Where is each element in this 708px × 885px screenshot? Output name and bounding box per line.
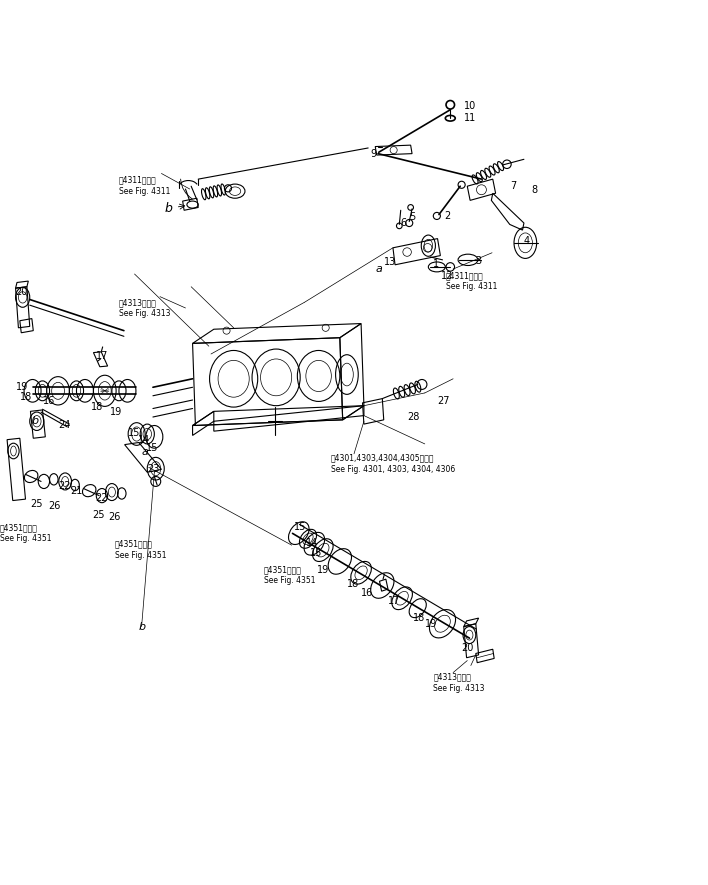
Text: 16: 16	[361, 589, 373, 598]
Text: 18: 18	[91, 402, 103, 412]
Text: 笥4351图参用
See Fig. 4351: 笥4351图参用 See Fig. 4351	[0, 523, 52, 543]
Text: 8: 8	[531, 186, 537, 196]
Text: 20: 20	[16, 288, 28, 297]
Text: 1: 1	[433, 259, 439, 269]
Text: 18: 18	[413, 613, 425, 623]
Text: 28: 28	[407, 412, 419, 422]
Text: 笥4311图参用
See Fig. 4311: 笥4311图参用 See Fig. 4311	[446, 271, 498, 291]
Text: 22: 22	[96, 493, 108, 503]
Text: 15: 15	[294, 522, 306, 533]
Text: 11: 11	[464, 113, 476, 123]
Text: 6: 6	[400, 218, 406, 228]
Text: b: b	[32, 416, 39, 427]
Text: 12: 12	[441, 271, 453, 281]
Text: 22: 22	[58, 481, 71, 491]
Text: 23: 23	[147, 464, 159, 473]
Text: 7: 7	[510, 181, 516, 191]
Text: 17: 17	[96, 351, 108, 361]
Text: a: a	[142, 448, 149, 458]
Text: b: b	[165, 202, 185, 215]
Text: 4: 4	[524, 235, 530, 246]
Text: 9: 9	[370, 150, 377, 159]
Text: 20: 20	[462, 643, 474, 653]
Text: 19: 19	[317, 565, 329, 575]
Text: 16: 16	[42, 396, 55, 406]
Text: 笥4351图参版
See Fig. 4351: 笥4351图参版 See Fig. 4351	[115, 540, 166, 559]
Text: 15: 15	[128, 428, 140, 438]
Text: 24: 24	[58, 419, 70, 430]
Text: 19: 19	[425, 619, 437, 628]
Text: 26: 26	[108, 512, 120, 522]
Text: 10: 10	[464, 101, 476, 112]
Text: 18: 18	[347, 579, 359, 589]
Text: 5: 5	[409, 212, 416, 222]
Text: 14: 14	[138, 435, 150, 445]
Text: 17: 17	[388, 596, 400, 606]
Text: 笥4351图参用
See Fig. 4351: 笥4351图参用 See Fig. 4351	[264, 565, 316, 585]
Text: 15: 15	[146, 443, 158, 453]
Text: b: b	[139, 621, 146, 632]
Text: 笥4313图参版
See Fig. 4313: 笥4313图参版 See Fig. 4313	[119, 298, 171, 319]
Text: 2: 2	[444, 211, 450, 221]
Text: 笥4311图参用
See Fig. 4311: 笥4311图参用 See Fig. 4311	[119, 175, 171, 196]
Text: 13: 13	[384, 257, 396, 267]
Text: 19: 19	[110, 407, 122, 417]
Text: 3: 3	[476, 256, 482, 266]
Text: 15: 15	[310, 548, 322, 558]
Text: 19: 19	[16, 382, 28, 392]
Text: 笥4313图参版
See Fig. 4313: 笥4313图参版 See Fig. 4313	[433, 673, 485, 693]
Text: 27: 27	[438, 396, 450, 406]
Text: a: a	[375, 264, 382, 274]
Text: 笥4301,4303,4304,4305图参用
See Fig. 4301, 4303, 4304, 4306: 笥4301,4303,4304,4305图参用 See Fig. 4301, 4…	[331, 454, 455, 474]
Text: 21: 21	[70, 486, 82, 496]
Text: 25: 25	[30, 499, 43, 509]
Text: 18: 18	[20, 392, 32, 402]
Text: 25: 25	[93, 510, 105, 519]
Text: 26: 26	[48, 501, 60, 512]
Text: 14: 14	[306, 538, 318, 548]
